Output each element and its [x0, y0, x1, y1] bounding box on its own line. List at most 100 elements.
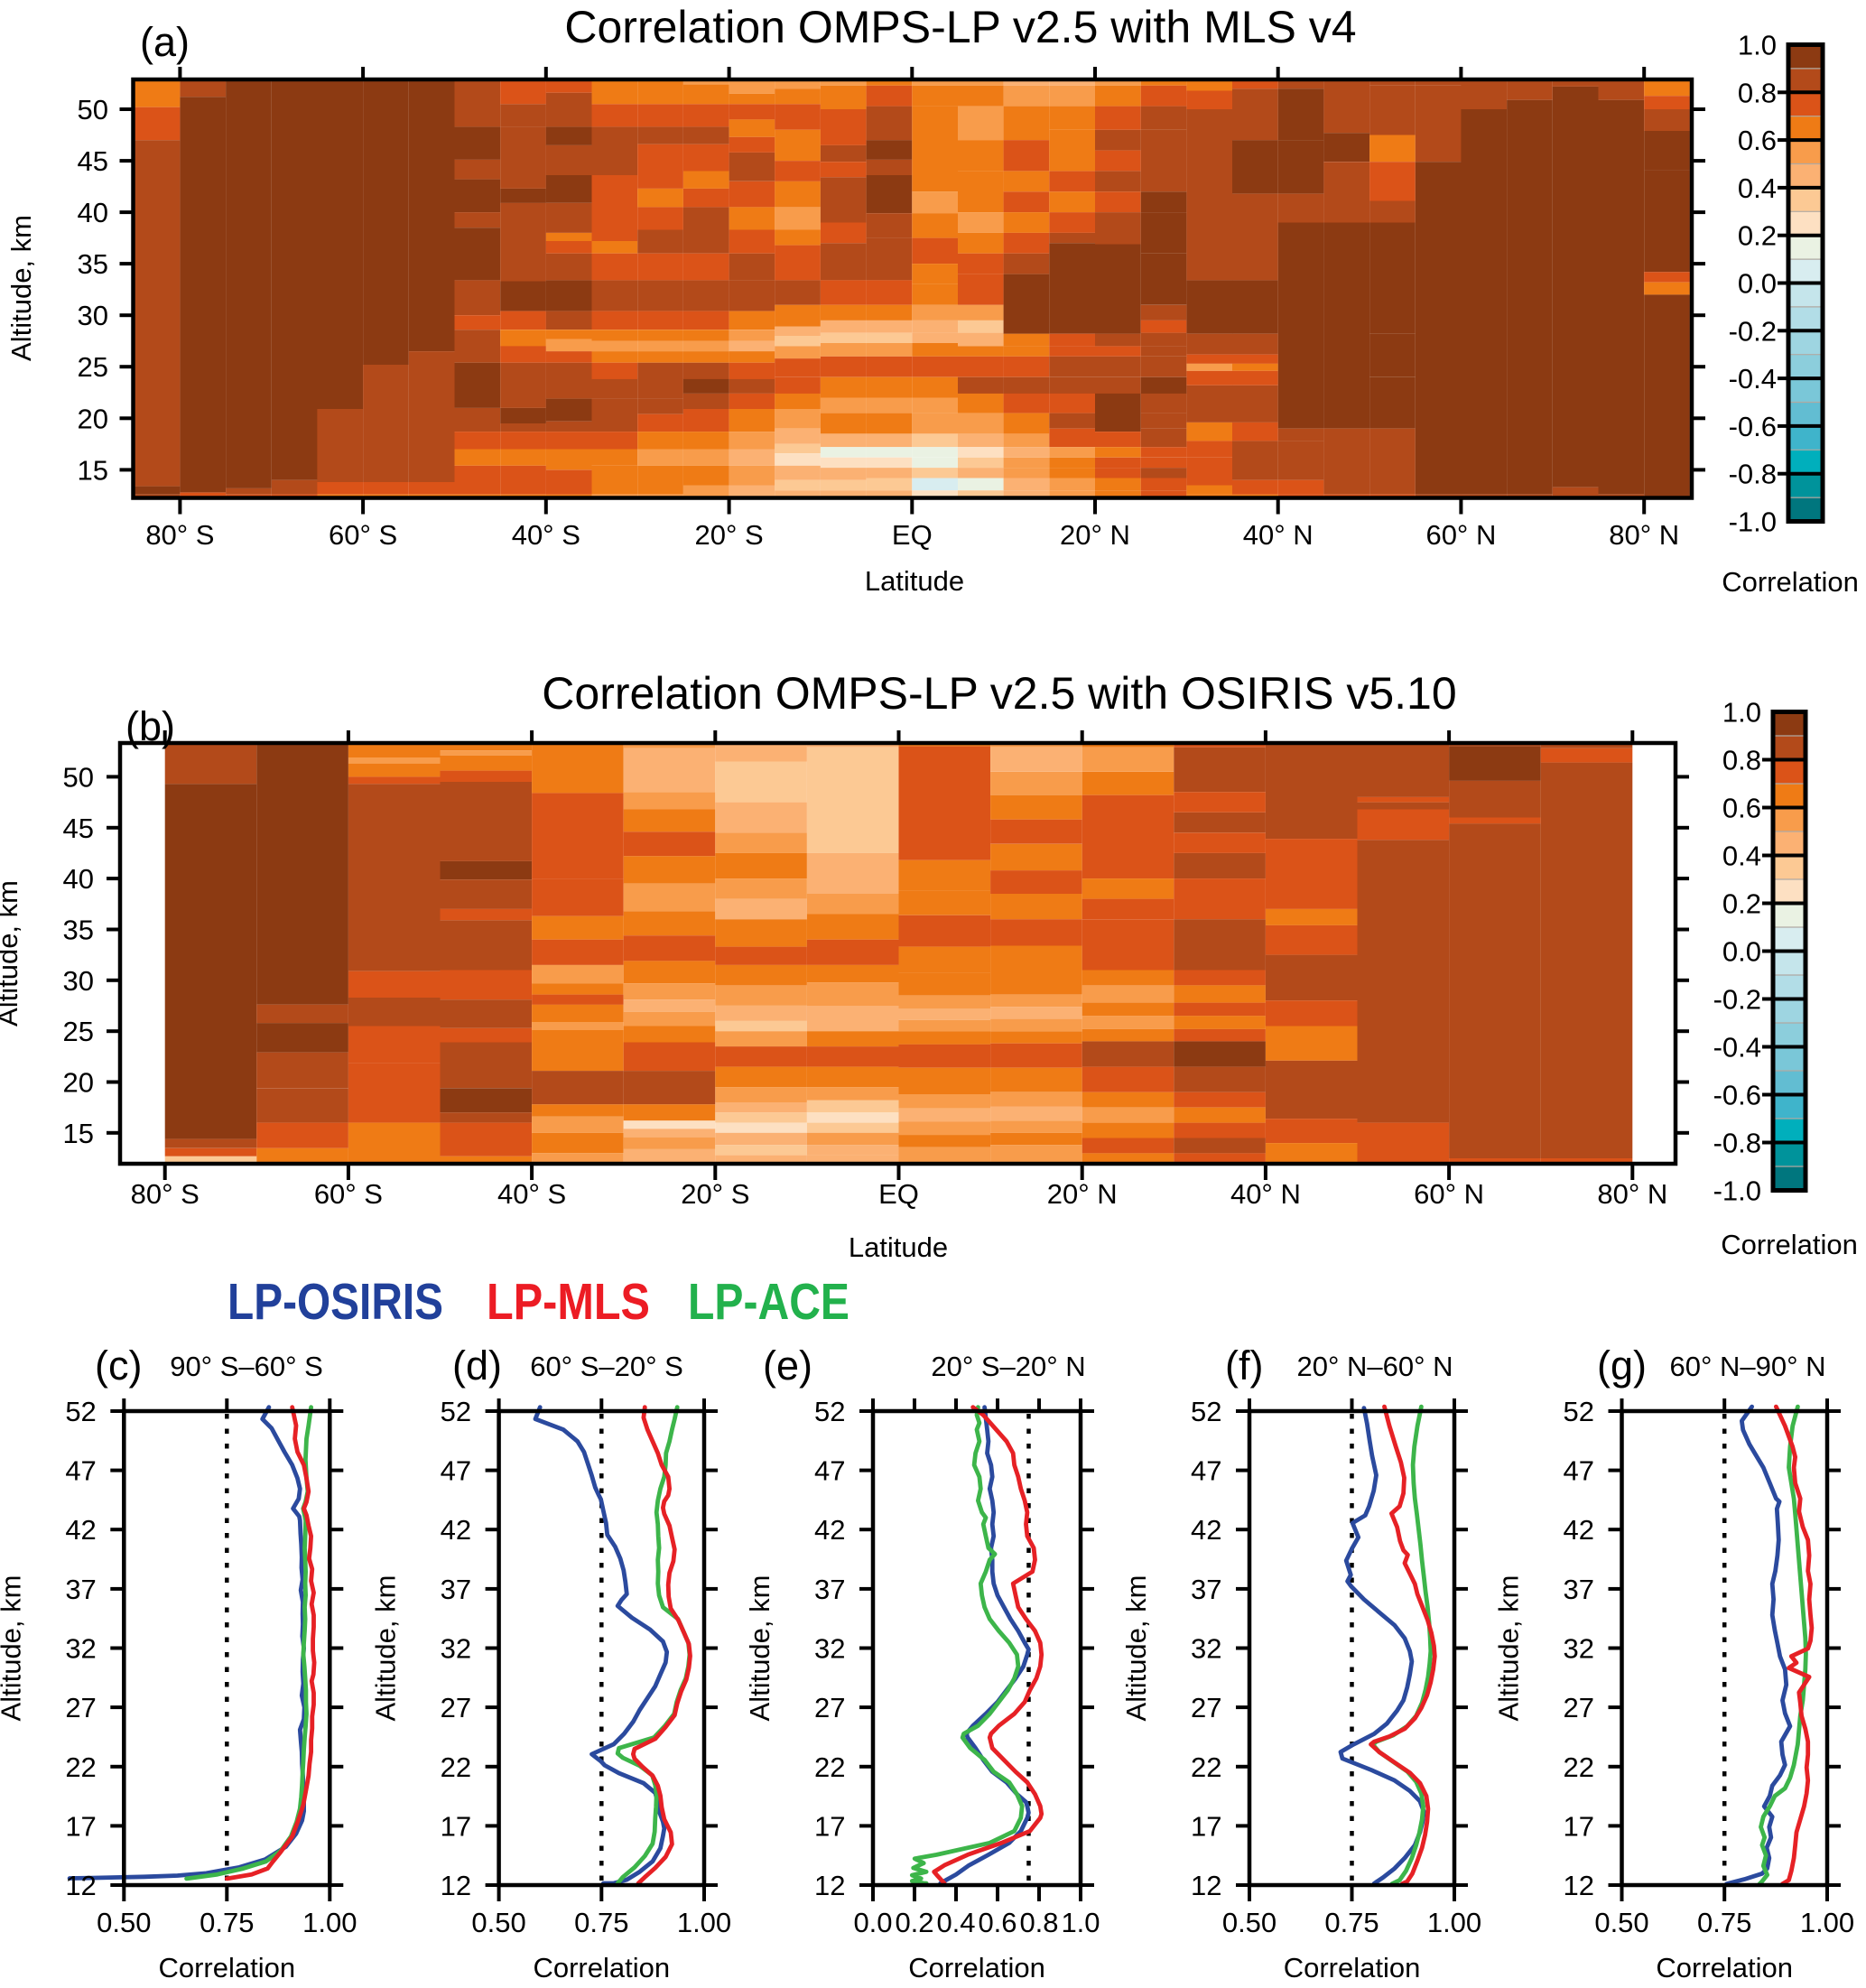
svg-text:Latitude: Latitude — [849, 1231, 948, 1263]
svg-text:60° N: 60° N — [1425, 519, 1496, 551]
svg-text:17: 17 — [441, 1810, 471, 1842]
svg-text:60° S–20° S: 60° S–20° S — [530, 1351, 683, 1382]
svg-text:(f): (f) — [1225, 1342, 1263, 1389]
svg-text:-1.0: -1.0 — [1729, 506, 1777, 538]
svg-text:Altitude, km: Altitude, km — [1493, 1575, 1525, 1722]
svg-text:1.0: 1.0 — [1722, 697, 1761, 729]
svg-text:EQ: EQ — [892, 519, 933, 551]
svg-text:LP-ACE: LP-ACE — [688, 1273, 849, 1331]
svg-text:45: 45 — [78, 145, 108, 177]
svg-text:17: 17 — [814, 1810, 845, 1842]
svg-text:20° S–20° N: 20° S–20° N — [931, 1351, 1085, 1382]
svg-text:0.0: 0.0 — [1722, 936, 1761, 968]
svg-text:52: 52 — [65, 1396, 96, 1427]
svg-text:22: 22 — [814, 1751, 845, 1783]
svg-text:50: 50 — [63, 761, 94, 793]
svg-text:1.0: 1.0 — [1061, 1907, 1100, 1938]
svg-text:(g): (g) — [1597, 1342, 1647, 1389]
svg-text:-0.2: -0.2 — [1713, 984, 1761, 1016]
svg-text:15: 15 — [78, 454, 108, 486]
svg-text:(b): (b) — [125, 703, 175, 749]
svg-text:0.50: 0.50 — [1222, 1907, 1276, 1938]
svg-text:32: 32 — [1191, 1633, 1221, 1665]
svg-text:52: 52 — [814, 1396, 845, 1427]
svg-text:-0.6: -0.6 — [1713, 1080, 1761, 1111]
svg-text:0.2: 0.2 — [895, 1907, 933, 1938]
svg-text:(a): (a) — [140, 19, 190, 65]
svg-text:20: 20 — [78, 403, 108, 434]
svg-text:0.50: 0.50 — [1594, 1907, 1648, 1938]
svg-text:40: 40 — [78, 197, 108, 228]
svg-text:50: 50 — [78, 94, 108, 125]
svg-text:22: 22 — [441, 1751, 471, 1783]
svg-text:45: 45 — [63, 813, 94, 844]
svg-text:32: 32 — [814, 1633, 845, 1665]
svg-text:40° N: 40° N — [1230, 1178, 1301, 1210]
svg-text:32: 32 — [1564, 1633, 1594, 1665]
svg-text:42: 42 — [814, 1514, 845, 1546]
svg-text:47: 47 — [441, 1455, 471, 1487]
svg-text:60° S: 60° S — [314, 1178, 383, 1210]
svg-text:20° S: 20° S — [681, 1178, 749, 1210]
svg-text:0.6: 0.6 — [978, 1907, 1017, 1938]
svg-text:40° S: 40° S — [497, 1178, 566, 1210]
svg-text:27: 27 — [814, 1692, 845, 1723]
svg-text:1.00: 1.00 — [1427, 1907, 1481, 1938]
svg-text:27: 27 — [1564, 1692, 1594, 1723]
svg-text:(c): (c) — [95, 1342, 142, 1389]
svg-text:20° N–60° N: 20° N–60° N — [1297, 1351, 1453, 1382]
svg-text:52: 52 — [1191, 1396, 1221, 1427]
svg-text:LP-MLS: LP-MLS — [487, 1273, 650, 1331]
svg-text:Correlation OMPS-LP v2.5 with: Correlation OMPS-LP v2.5 with OSIRIS v5.… — [542, 668, 1456, 719]
svg-text:Correlation: Correlation — [1721, 1229, 1858, 1260]
svg-text:35: 35 — [78, 248, 108, 280]
svg-text:42: 42 — [65, 1514, 96, 1546]
svg-text:32: 32 — [65, 1633, 96, 1665]
svg-text:60° N–90° N: 60° N–90° N — [1670, 1351, 1826, 1382]
svg-text:37: 37 — [441, 1574, 471, 1605]
svg-text:0.50: 0.50 — [471, 1907, 525, 1938]
svg-text:17: 17 — [65, 1810, 96, 1842]
svg-text:42: 42 — [441, 1514, 471, 1546]
svg-text:30: 30 — [78, 300, 108, 331]
svg-text:0.8: 0.8 — [1019, 1907, 1058, 1938]
svg-text:(d): (d) — [452, 1342, 502, 1389]
svg-text:22: 22 — [1564, 1751, 1594, 1783]
svg-text:-1.0: -1.0 — [1713, 1175, 1761, 1207]
svg-text:40° N: 40° N — [1243, 519, 1314, 551]
svg-text:40° S: 40° S — [512, 519, 580, 551]
svg-text:37: 37 — [65, 1574, 96, 1605]
svg-text:1.00: 1.00 — [677, 1907, 731, 1938]
svg-text:Altitude, km: Altitude, km — [1120, 1575, 1152, 1722]
svg-text:Altitude, km: Altitude, km — [5, 215, 37, 361]
svg-text:47: 47 — [65, 1455, 96, 1487]
svg-text:0.50: 0.50 — [97, 1907, 151, 1938]
svg-text:40: 40 — [63, 863, 94, 895]
svg-text:25: 25 — [78, 351, 108, 383]
svg-text:Correlation OMPS-LP v2.5 with: Correlation OMPS-LP v2.5 with MLS v4 — [564, 2, 1356, 52]
svg-text:Correlation: Correlation — [1656, 1952, 1793, 1983]
svg-text:Altitude, km: Altitude, km — [370, 1575, 402, 1722]
svg-text:0.75: 0.75 — [1697, 1907, 1751, 1938]
svg-text:30: 30 — [63, 965, 94, 997]
svg-text:Altitude, km: Altitude, km — [0, 1575, 26, 1722]
svg-text:47: 47 — [1191, 1455, 1221, 1487]
svg-text:52: 52 — [1564, 1396, 1594, 1427]
svg-text:80° N: 80° N — [1609, 519, 1679, 551]
svg-text:0.4: 0.4 — [936, 1907, 975, 1938]
svg-text:42: 42 — [1564, 1514, 1594, 1546]
svg-text:-0.8: -0.8 — [1729, 459, 1777, 490]
svg-text:12: 12 — [1191, 1870, 1221, 1901]
svg-text:0.8: 0.8 — [1738, 77, 1777, 108]
svg-text:42: 42 — [1191, 1514, 1221, 1546]
svg-text:Altitude, km: Altitude, km — [0, 880, 23, 1027]
svg-text:27: 27 — [65, 1692, 96, 1723]
svg-text:(e): (e) — [763, 1342, 812, 1389]
svg-text:12: 12 — [65, 1870, 96, 1901]
svg-text:17: 17 — [1191, 1810, 1221, 1842]
svg-text:80° N: 80° N — [1597, 1178, 1667, 1210]
svg-text:0.6: 0.6 — [1738, 125, 1777, 156]
svg-text:22: 22 — [1191, 1751, 1221, 1783]
svg-text:27: 27 — [441, 1692, 471, 1723]
svg-text:0.6: 0.6 — [1722, 793, 1761, 824]
